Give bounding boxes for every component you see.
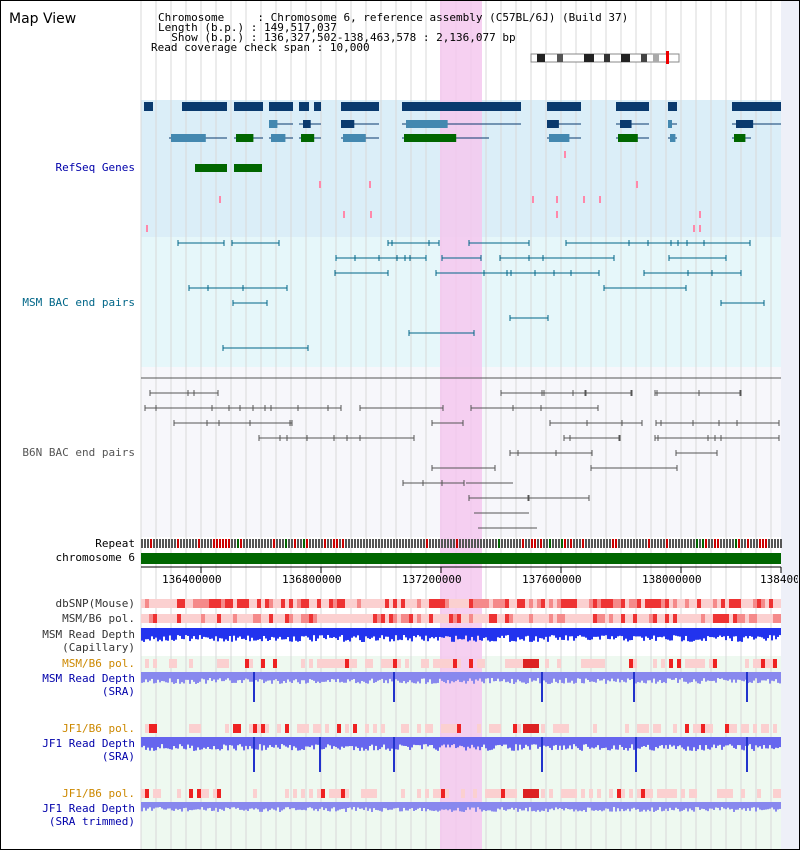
track-label-refseq[interactable]: RefSeq Genes (55, 161, 135, 174)
axis-tick-label: 136800000 (282, 573, 342, 586)
track-label-msm-depth-sra-sub: (SRA) (101, 685, 135, 698)
axis-tick-label: 138400000 (760, 573, 798, 586)
page-title: Map View (9, 11, 77, 27)
track-label-dbsnp[interactable]: dbSNP(Mouse) (55, 597, 135, 610)
axis-tick-label: 137600000 (522, 573, 582, 586)
track-label-msm-b6-pol-sra[interactable]: MSM/B6 pol. (62, 657, 135, 670)
track-label-msm-depth-cap[interactable]: MSM Read Depth (42, 628, 135, 641)
axis-tick-label: 136400000 (162, 573, 222, 586)
track-label-chromosome[interactable]: chromosome 6 (55, 551, 135, 564)
axis-tick-label: 138000000 (642, 573, 702, 586)
track-label-jf1-depth-t-sub: (SRA trimmed) (48, 815, 135, 828)
chromosome-bar (141, 553, 781, 564)
track-label-jf1-b6-pol[interactable]: JF1/B6 pol. (62, 722, 135, 735)
track-label-jf1-b6-pol-t[interactable]: JF1/B6 pol. (62, 787, 135, 800)
chromosome-ideogram-icon (530, 51, 680, 64)
track-label-b6n-bac[interactable]: B6N BAC end pairs (22, 446, 135, 459)
track-label-jf1-depth[interactable]: JF1 Read Depth (42, 737, 135, 750)
track-label-repeat[interactable]: Repeat (95, 537, 135, 550)
track-label-msm-depth-cap-sub: (Capillary) (62, 641, 135, 654)
header-coverage: Read coverage check span : 10,000 (151, 41, 370, 54)
header-chromosome: Chromosome : Chromosome 6, reference ass… (158, 11, 629, 24)
track-label-msm-b6-pol[interactable]: MSM/B6 pol. (62, 612, 135, 625)
axis-tick-label: 137200000 (402, 573, 462, 586)
track-label-jf1-depth-t[interactable]: JF1 Read Depth (42, 802, 135, 815)
highlight-region (440, 1, 482, 849)
track-label-msm-bac[interactable]: MSM BAC end pairs (22, 296, 135, 309)
track-label-msm-depth-sra[interactable]: MSM Read Depth (42, 672, 135, 685)
track-label-jf1-depth-sub: (SRA) (101, 750, 135, 763)
header-show: Show (b.p.) : 136,327,502-138,463,578 : … (171, 31, 516, 44)
header-length: Length (b.p.) : 149,517,037 (158, 21, 337, 34)
